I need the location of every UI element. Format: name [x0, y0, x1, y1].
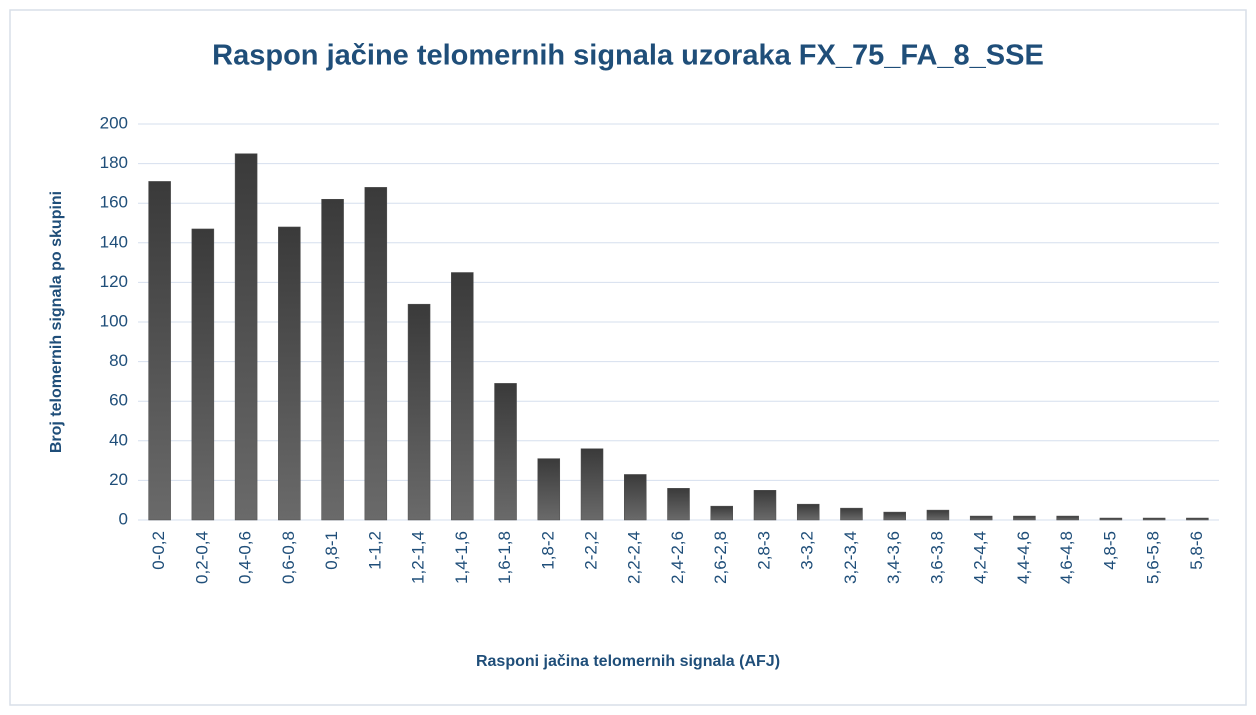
x-tick-label: 0,8-1	[322, 531, 341, 570]
chart-title: Raspon jačine telomernih signala uzoraka…	[212, 40, 1044, 72]
bar	[580, 448, 604, 521]
bar	[278, 226, 301, 521]
y-tick-label: 180	[100, 153, 128, 172]
y-tick-label: 60	[109, 391, 128, 410]
bar	[667, 488, 690, 521]
y-tick-label: 200	[100, 113, 128, 132]
bar	[1142, 517, 1166, 521]
bar	[840, 507, 863, 521]
x-tick-label: 3,6-3,8	[927, 531, 946, 584]
y-tick-label: 40	[109, 430, 128, 449]
bar	[883, 511, 906, 521]
x-tick-label: 1-1,2	[365, 531, 384, 570]
x-tick-label: 2,6-2,8	[711, 531, 730, 584]
x-tick-label: 5,8-6	[1187, 531, 1206, 570]
x-tick-label: 3-3,2	[798, 531, 817, 570]
x-tick-label: 2,4-2,6	[668, 531, 687, 584]
x-tick-label: 5,6-5,8	[1144, 531, 1163, 584]
x-tick-label: 0,2-0,4	[192, 531, 211, 584]
x-tick-label: 1,8-2	[538, 531, 557, 570]
x-tick-label: 1,6-1,8	[495, 531, 514, 584]
bar	[451, 272, 474, 521]
x-tick-label: 4,6-4,8	[1057, 531, 1076, 584]
bar	[494, 383, 517, 521]
bar	[624, 474, 647, 521]
bar	[148, 181, 171, 521]
bar	[1186, 517, 1209, 521]
bar	[321, 198, 344, 521]
y-tick-label: 80	[109, 351, 128, 370]
bar	[537, 458, 561, 521]
bar	[1099, 517, 1123, 521]
x-axis-label: Rasponi jačina telomernih signala (AFJ)	[476, 653, 780, 670]
chart-frame	[9, 9, 1247, 706]
x-tick-label: 0,6-0,8	[279, 531, 298, 584]
bar	[710, 505, 733, 521]
x-tick-label: 0-0,2	[149, 531, 168, 570]
y-tick-label: 0	[119, 509, 128, 528]
x-tick-label: 2,2-2,4	[625, 531, 644, 584]
x-tick-label: 1,4-1,6	[452, 531, 471, 584]
bar	[191, 228, 215, 521]
x-tick-label: 3,2-3,4	[841, 531, 860, 584]
x-tick-label: 3,4-3,6	[884, 531, 903, 584]
y-tick-label: 160	[100, 193, 128, 212]
x-tick-label: 4,4-4,6	[1014, 531, 1033, 584]
bar	[407, 303, 431, 521]
y-tick-label: 20	[109, 470, 128, 489]
bar	[753, 490, 777, 521]
bar	[926, 509, 950, 521]
bar	[969, 515, 993, 521]
x-tick-label: 1,2-1,4	[409, 531, 428, 584]
y-tick-label: 120	[100, 272, 128, 291]
y-axis-label: Broj telomernih signala po skupini	[48, 191, 65, 453]
bar	[1056, 515, 1079, 521]
x-tick-label: 0,4-0,6	[236, 531, 255, 584]
x-tick-label: 2,8-3	[754, 531, 773, 570]
x-tick-label: 4,2-4,4	[971, 531, 990, 584]
bar	[796, 503, 820, 521]
y-tick-label: 100	[100, 311, 128, 330]
bar	[1013, 515, 1036, 521]
y-tick-label: 140	[100, 232, 128, 251]
x-tick-label: 4,8-5	[1100, 531, 1119, 570]
bar	[234, 153, 258, 521]
x-tick-label: 2-2,2	[582, 531, 601, 570]
bar	[364, 187, 388, 521]
